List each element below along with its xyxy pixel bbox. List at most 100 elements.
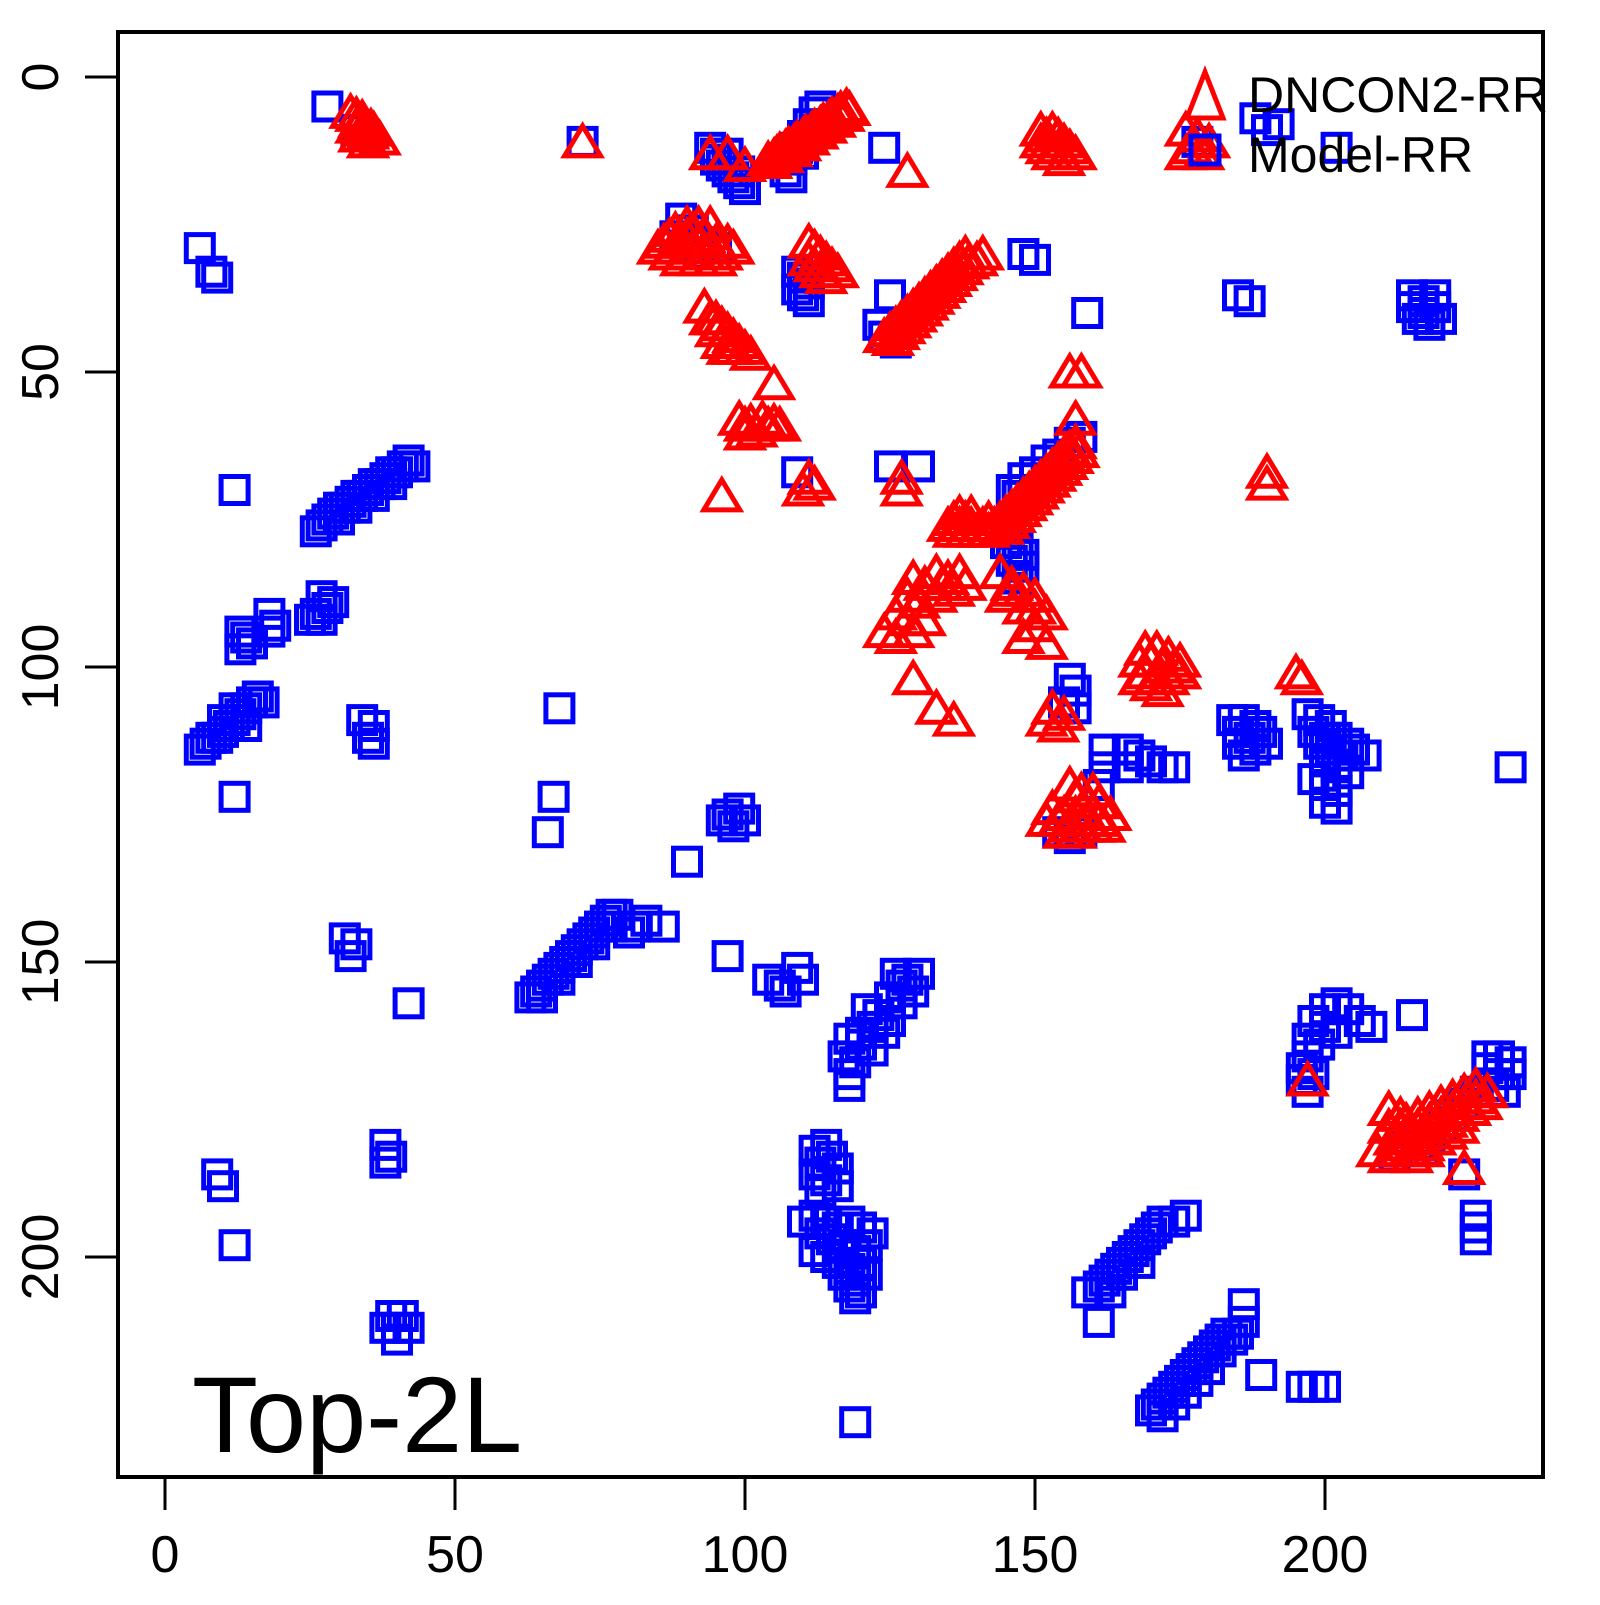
y-tick-label: 50 [12, 343, 70, 401]
x-tick-label: 100 [702, 1526, 789, 1584]
triangle-point [1163, 132, 1209, 171]
square-point [1071, 297, 1104, 329]
triangle-point [1035, 705, 1081, 743]
square-point [195, 255, 228, 288]
triangle-point [345, 121, 391, 159]
x-tick-label: 50 [426, 1526, 484, 1584]
square-point [1494, 751, 1527, 784]
square-point [543, 692, 576, 725]
triangle-point [705, 327, 751, 365]
square-point [821, 1170, 854, 1203]
triangle-point [942, 563, 988, 601]
square-point [729, 173, 761, 206]
legend-label-model: Model-RR [1248, 127, 1473, 183]
y-tick-label: 0 [12, 63, 70, 92]
x-axis: 0 50 100 150 200 [151, 1477, 1369, 1584]
square-point [711, 940, 744, 973]
triangle-point [1018, 121, 1064, 159]
square-point [201, 261, 234, 294]
square-point [1320, 131, 1353, 164]
x-tick-label: 200 [1282, 1526, 1369, 1584]
triangle-point [722, 144, 768, 182]
triangle-point [1000, 616, 1046, 654]
square-point [833, 1069, 866, 1102]
triangle-point [757, 404, 803, 442]
triangle-point [966, 498, 1012, 536]
legend-label-dncon2: DNCON2-RR [1248, 67, 1548, 123]
square-point [1088, 733, 1121, 766]
legend-triangle-icon [1183, 65, 1227, 121]
square-point [357, 727, 390, 760]
square-point [375, 1140, 408, 1173]
square-point [352, 721, 384, 754]
model-rr-points [183, 90, 1527, 1439]
square-point [1233, 285, 1266, 318]
square-point [526, 981, 558, 1014]
triangle-point [1087, 793, 1133, 831]
triangle-point [960, 233, 1006, 271]
triangle-point [1464, 1070, 1510, 1109]
square-point [334, 940, 367, 973]
triangle-point [1053, 132, 1099, 171]
square-point [1169, 1199, 1202, 1232]
triangle-point [1116, 657, 1162, 696]
triangle-point [751, 362, 797, 401]
square-point [207, 1170, 239, 1203]
square-point [1082, 1305, 1115, 1338]
square-point [1222, 1317, 1254, 1350]
y-tick-label: 150 [12, 919, 70, 1006]
triangle-point [687, 298, 733, 336]
triangle-point [931, 569, 977, 607]
triangle-point [780, 469, 826, 507]
square-point [1204, 1335, 1237, 1368]
square-point [763, 969, 796, 1002]
square-point [375, 468, 408, 501]
triangle-point [1401, 1129, 1447, 1168]
square-point [647, 910, 680, 943]
triangle-point [826, 88, 872, 126]
square-point [369, 1311, 402, 1344]
x-tick-label: 0 [151, 1526, 180, 1584]
triangle-point [1285, 1059, 1331, 1097]
square-point [1227, 1288, 1260, 1321]
triangle-point [722, 413, 768, 451]
triangle-point [1157, 652, 1203, 690]
square-point [189, 727, 222, 760]
triangle-point [1441, 1147, 1487, 1185]
y-tick-label: 100 [12, 624, 70, 711]
square-point [311, 90, 344, 123]
legend: DNCON2-RR Model-RR [1183, 65, 1548, 183]
square-point [839, 1282, 872, 1315]
triangle-point [786, 239, 832, 277]
square-point [595, 910, 628, 943]
square-point [1088, 751, 1121, 784]
square-point [769, 975, 802, 1008]
square-point [369, 1146, 402, 1179]
square-point [1123, 1246, 1156, 1279]
triangle-point [884, 150, 930, 188]
square-point [729, 804, 761, 837]
square-point [218, 1229, 251, 1262]
square-point [1355, 1010, 1388, 1043]
square-point [218, 474, 251, 506]
square-point [218, 780, 251, 813]
triangle-point [705, 132, 751, 171]
triangle-point [560, 121, 606, 159]
triangle-point [879, 469, 925, 507]
triangle-point [1024, 622, 1070, 660]
square-point [1425, 302, 1457, 335]
square-point [305, 509, 338, 542]
square-point [1396, 999, 1428, 1032]
triangle-point [1056, 430, 1101, 469]
triangle-point [676, 203, 722, 241]
square-point [543, 963, 576, 996]
triangle-point [357, 118, 403, 156]
square-point [537, 780, 570, 813]
plot-border [116, 30, 1545, 1479]
plot-annotation: Top-2L [192, 1354, 522, 1475]
triangle-point [1058, 351, 1104, 389]
triangle-point [699, 475, 745, 513]
triangle-point [913, 687, 959, 725]
triangle-point [879, 457, 925, 495]
square-point [1262, 108, 1295, 141]
